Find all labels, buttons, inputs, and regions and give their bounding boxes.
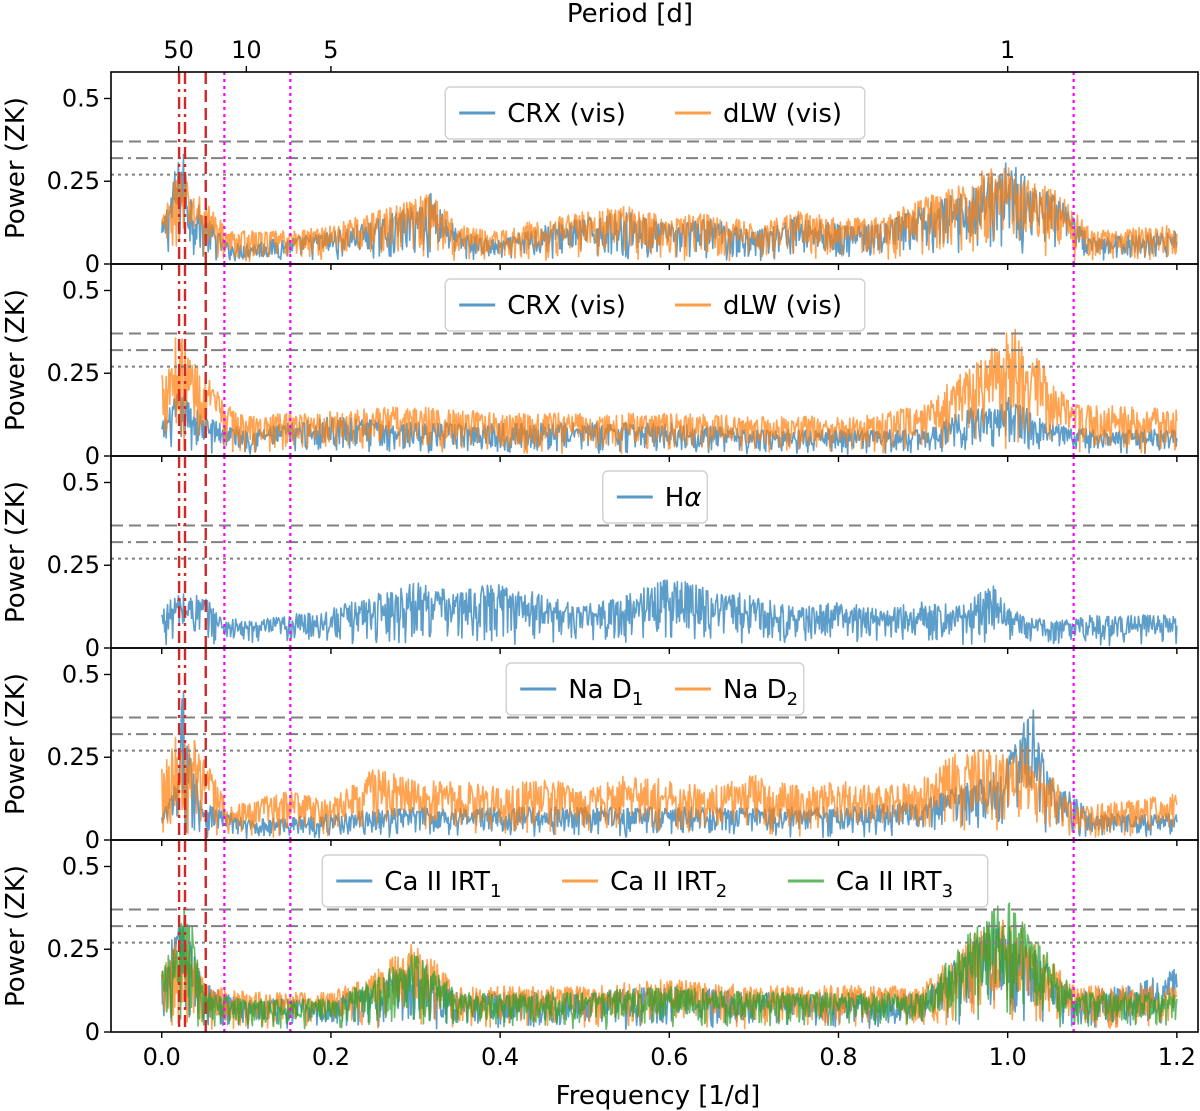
x-tick-label: 0.6 [650,1043,688,1071]
series-h- [161,579,1178,647]
panel-3-series [161,579,1178,647]
x-tick-label: 0.4 [481,1043,519,1071]
legend-panel-4: Na D1 Na D2 [505,662,805,716]
series-ca-ii-irt3 [161,902,1178,1030]
panel-2-series [161,328,1178,455]
y-tick-label: 0 [85,1018,100,1046]
legend-label: CRX (vis) [507,99,626,129]
y-tick-label: 0.25 [47,359,100,387]
series-dlw-vis- [161,167,1178,263]
y-tick-label: 0 [85,634,100,662]
panels: 0 0.25 0.5 Power (ZK) CRX (vis) dLW (vis) 0 0.2… [1,71,1199,1046]
legend-panel-5: Ca II IRT1 Ca II IRT2 Ca II IRT3 [321,854,989,908]
legend-box [602,470,708,524]
x-axis-label: Frequency [1/d] [556,1081,761,1111]
y-tick-label: 0.5 [62,660,100,688]
period-tick-label: 50 [163,36,194,64]
y-tick-label: 0.25 [47,551,100,579]
legend-label: Na D2 [723,675,798,710]
y-tick-label: 0.5 [62,852,100,880]
period-top-axis: Period [d] 50 10 5 1 [163,0,1015,72]
y-tick-label: 0.5 [62,468,100,496]
panel-5-series [161,902,1178,1031]
x-tick-label: 0.0 [143,1043,181,1071]
legend-box [505,662,805,716]
period-tick-label: 10 [231,36,262,64]
y-axis-label: Power (ZK) [1,481,31,623]
x-tick-label: 1.0 [989,1043,1027,1071]
y-tick-label: 0 [85,442,100,470]
legend-label: dLW (vis) [723,99,842,129]
x-tick-label: 1.2 [1158,1043,1196,1071]
y-axis-label: Power (ZK) [1,97,31,239]
legend-panel-1: CRX (vis) dLW (vis) [444,86,866,140]
legend-box [444,86,866,140]
y-tick-label: 0.25 [47,935,100,963]
panel-2: 0 0.25 0.5 Power (ZK) CRX (vis) dLW (vis) [1,263,1199,470]
legend-box [444,278,866,332]
panel-3: 0 0.25 0.5 Power (ZK) Hα [1,455,1199,662]
legend-box [321,854,989,908]
y-tick-label: 0.5 [62,84,100,112]
x-tick-label: 0.2 [312,1043,350,1071]
y-tick-label: 0.25 [47,743,100,771]
y-axis-label: Power (ZK) [1,865,31,1007]
legend-label: Hα [665,483,702,513]
y-tick-label: 0 [85,250,100,278]
series-dlw-vis- [161,328,1178,455]
period-tick-label: 1 [1000,36,1015,64]
series-na-d2 [161,736,1178,838]
legend-label: CRX (vis) [507,291,626,321]
y-tick-label: 0 [85,826,100,854]
panel-1-series [161,153,1178,263]
panel-4: 0 0.25 0.5 Power (ZK) Na D1 Na D2 [1,647,1199,854]
panel-4-series [161,690,1178,839]
legend-label: Ca II IRT3 [836,867,953,902]
legend-label: Ca II IRT2 [610,867,727,902]
y-tick-label: 0.25 [47,167,100,195]
legend-label: dLW (vis) [723,291,842,321]
legend-panel-2: CRX (vis) dLW (vis) [444,278,866,332]
legend-panel-3: Hα [602,470,708,524]
y-tick-label: 0.5 [62,276,100,304]
frequency-bottom-axis: Frequency [1/d] 0.0 0.2 0.4 0.6 0.8 1.0 1.2 [143,1043,1196,1111]
panel-frame [110,839,1199,1033]
panel-1: 0 0.25 0.5 Power (ZK) CRX (vis) dLW (vis) [1,71,1199,278]
period-tick-label: 5 [323,36,338,64]
x-tick-label: 0.8 [819,1043,857,1071]
y-axis-label: Power (ZK) [1,673,31,815]
legend-label: Na D1 [568,675,643,710]
legend-label: Ca II IRT1 [384,867,501,902]
top-axis-label: Period [d] [567,0,693,29]
y-axis-label: Power (ZK) [1,289,31,431]
